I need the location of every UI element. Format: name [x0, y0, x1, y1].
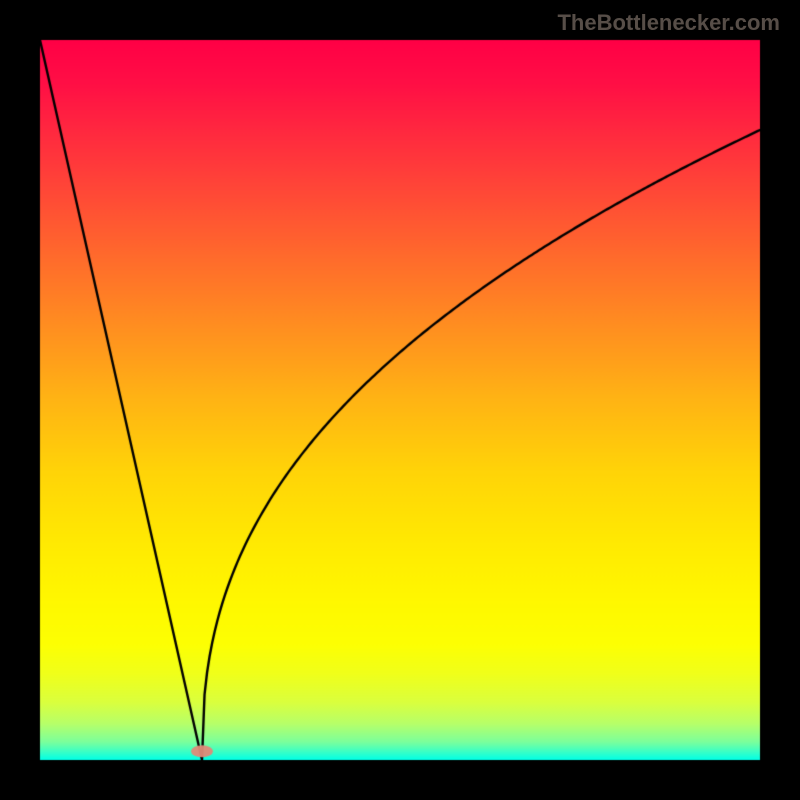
- watermark-text: TheBottlenecker.com: [557, 10, 780, 36]
- chart-frame: TheBottlenecker.com: [0, 0, 800, 800]
- bottleneck-gradient-chart: [0, 0, 800, 800]
